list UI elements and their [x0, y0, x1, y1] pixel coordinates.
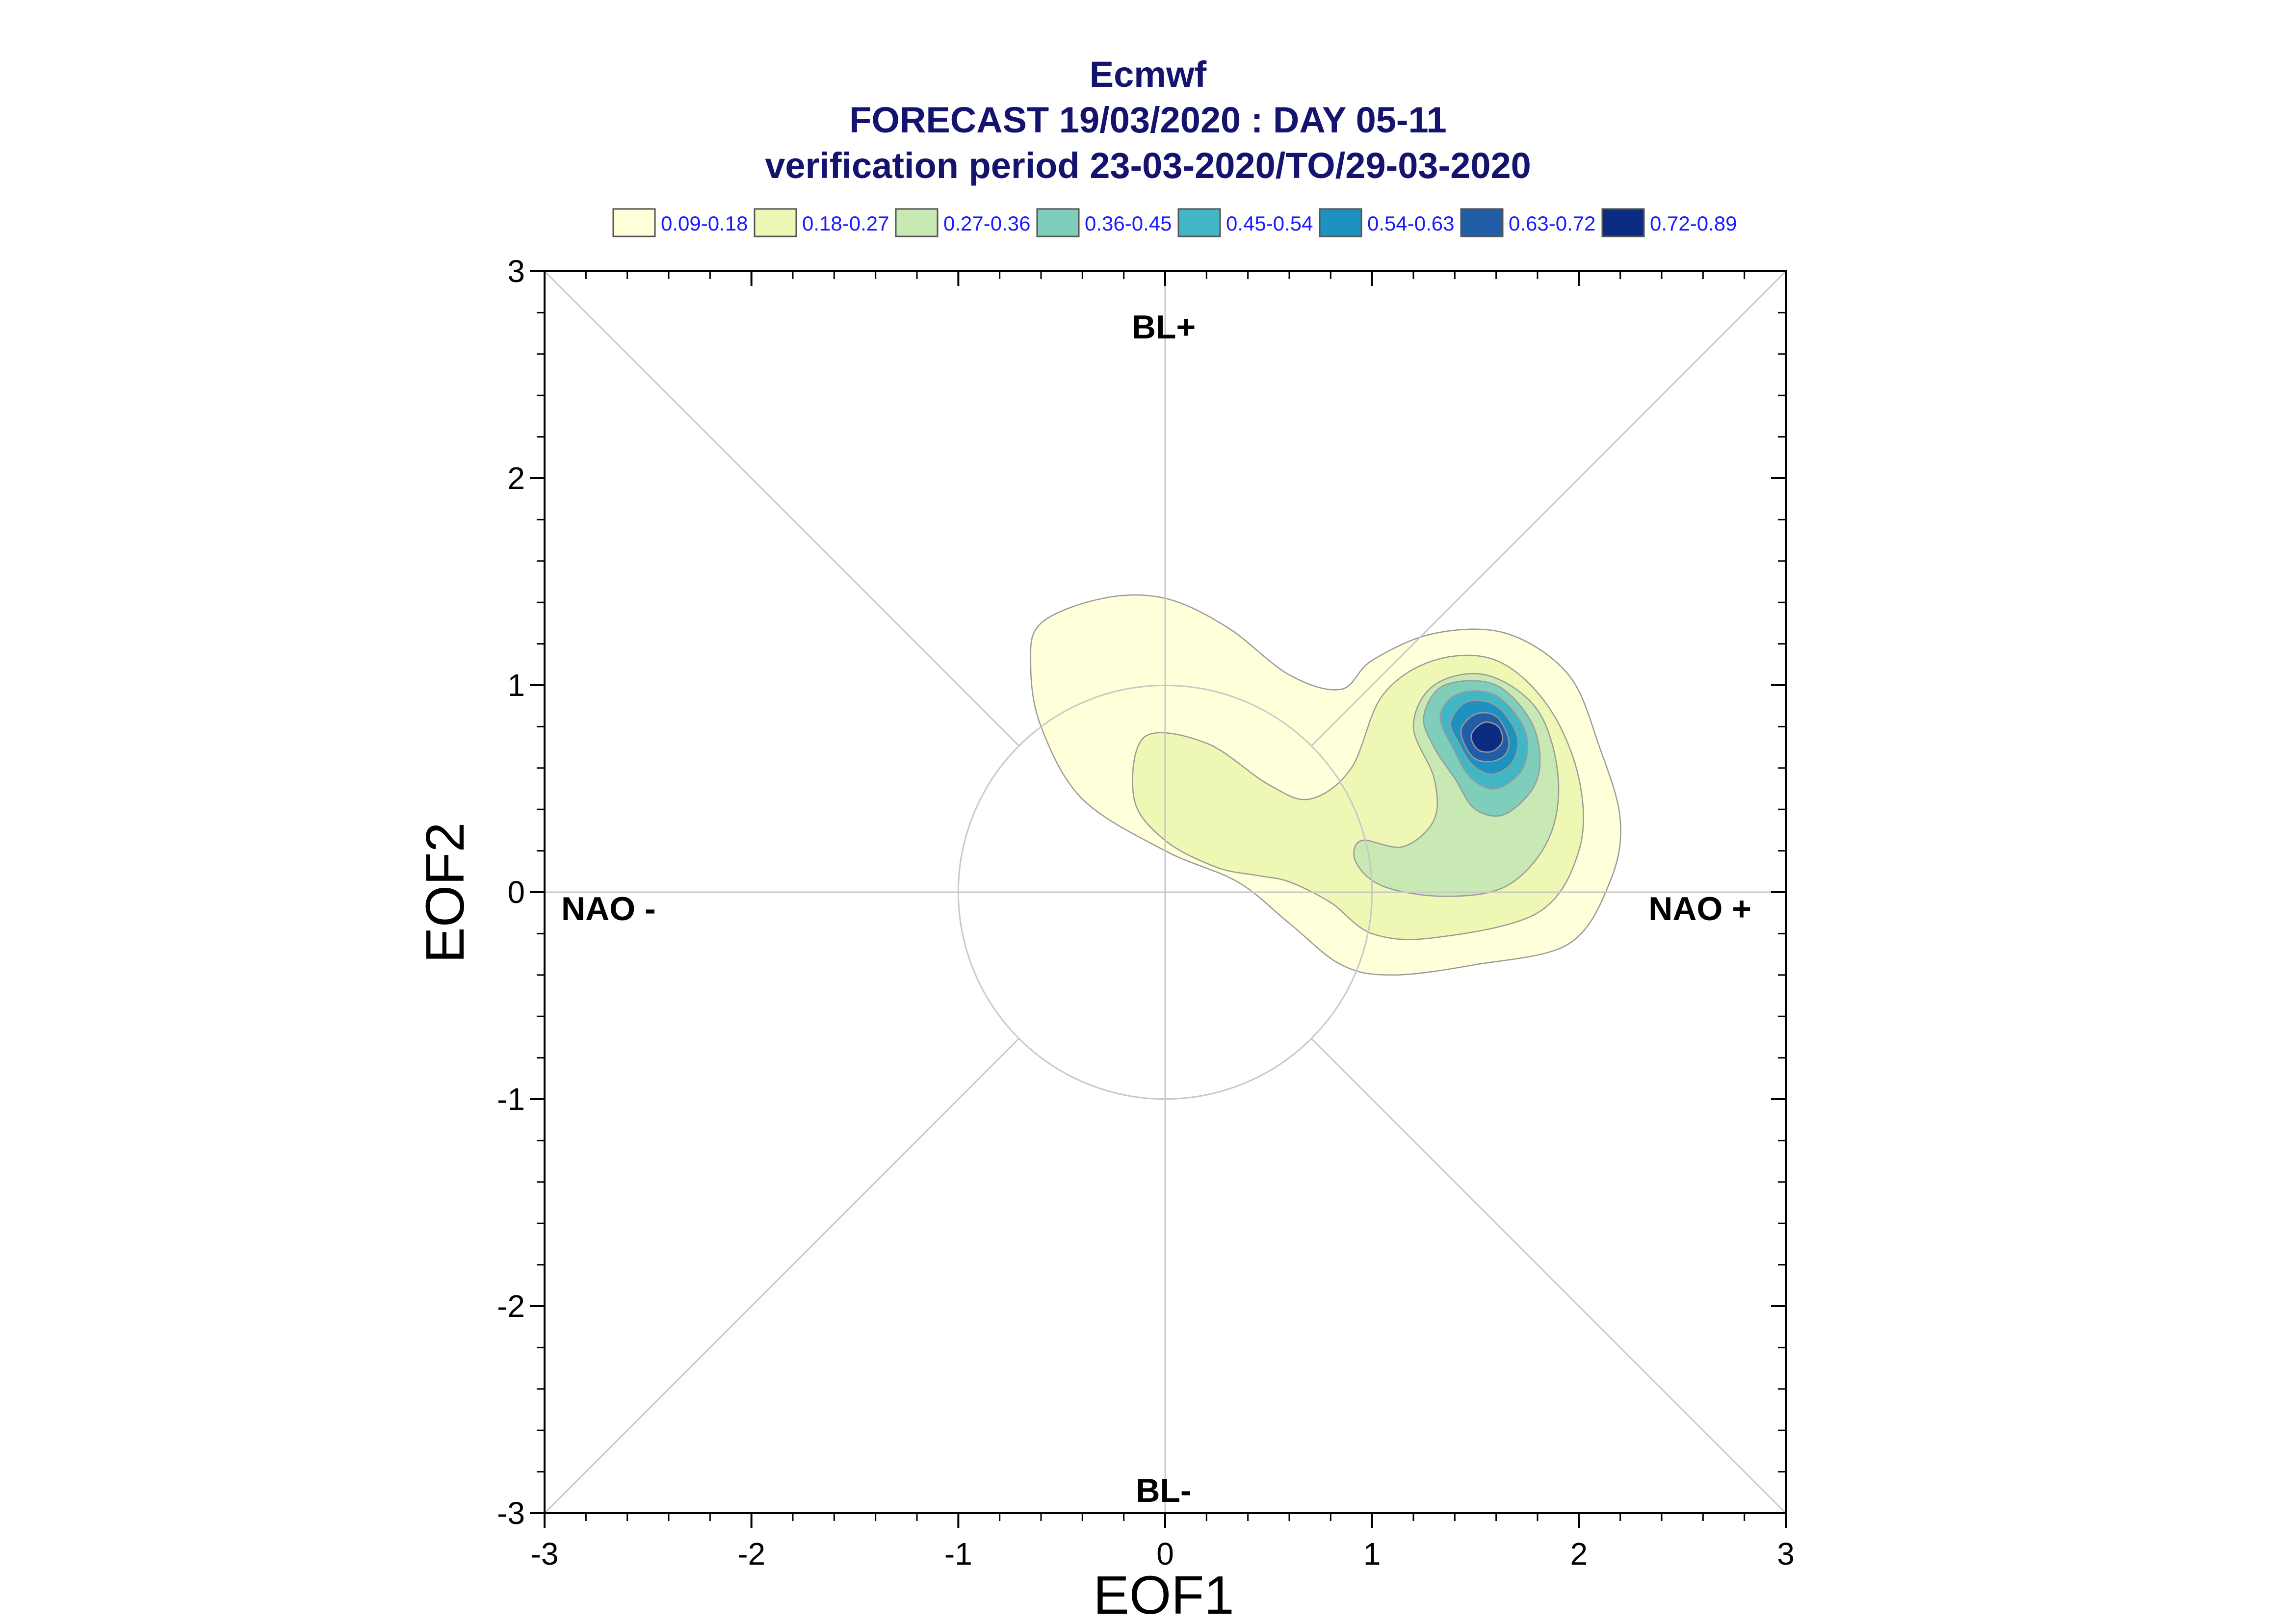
legend-label: 0.09-0.18 — [661, 212, 748, 235]
x-tick-label: -3 — [531, 1536, 559, 1572]
legend-label: 0.18-0.27 — [802, 212, 889, 235]
y-tick-label: -3 — [497, 1495, 525, 1531]
title-line-2: FORECAST 19/03/2020 : DAY 05-11 — [849, 100, 1447, 140]
density-contours — [1030, 594, 1621, 976]
y-tick-label: -2 — [497, 1289, 525, 1324]
legend-label: 0.27-0.36 — [943, 212, 1030, 235]
axis-ticks: -3-3 -2 -2 -1 -1 0 0 1 1 2 2 3 3 — [497, 254, 1795, 1572]
legend-swatch — [895, 208, 939, 237]
x-tick-label: 1 — [1363, 1536, 1381, 1572]
legend-swatch — [612, 208, 656, 237]
diagonal-guide-2 — [544, 1038, 1019, 1514]
y-tick-label: -1 — [497, 1082, 525, 1117]
regime-label-nao-plus: NAO + — [1648, 890, 1751, 928]
y-tick-label: 0 — [507, 875, 525, 910]
legend-swatch — [1319, 208, 1362, 237]
legend-swatch — [1177, 208, 1221, 237]
x-axis-label: EOF1 — [1093, 1565, 1234, 1624]
diagonal-guide-1 — [1311, 270, 1787, 747]
y-tick-label: 1 — [507, 668, 525, 703]
legend-label: 0.45-0.54 — [1226, 212, 1313, 235]
regime-label-nao-minus: NAO - — [561, 890, 656, 928]
guide-lines — [544, 270, 1787, 1514]
legend-label: 0.36-0.45 — [1085, 212, 1172, 235]
x-tick-label: -2 — [737, 1536, 765, 1572]
x-tick-label: -1 — [944, 1536, 972, 1572]
title-line-3: verification period 23-03-2020/TO/29-03-… — [765, 145, 1531, 186]
regime-label-bl-minus: BL- — [1136, 1472, 1191, 1509]
reference-circle — [957, 684, 1373, 1100]
regime-label-bl-plus: BL+ — [1132, 309, 1196, 346]
x-tick-label: 2 — [1570, 1536, 1588, 1572]
y-axis-label: EOF2 — [415, 822, 475, 963]
diagonal-guide-0 — [544, 270, 1019, 747]
x-tick-label: 3 — [1777, 1536, 1795, 1572]
legend-swatch — [754, 208, 797, 237]
legend-swatch — [1460, 208, 1504, 237]
legend-label: 0.63-0.72 — [1509, 212, 1595, 235]
legend-label: 0.72-0.89 — [1650, 212, 1737, 235]
x-tick-label: 0 — [1156, 1536, 1174, 1572]
legend-swatch — [1601, 208, 1645, 237]
contour-level-7 — [1470, 721, 1504, 753]
y-tick-label: 3 — [507, 254, 525, 289]
diagonal-guide-3 — [1311, 1038, 1787, 1514]
legend-label: 0.54-0.63 — [1367, 212, 1454, 235]
legend: 0.09-0.18 0.18-0.27 0.27-0.36 0.36-0.45 0.45… — [612, 208, 1737, 237]
legend-swatch — [1036, 208, 1080, 237]
y-tick-label: 2 — [507, 461, 525, 496]
title-line-1: Ecmwf — [1090, 54, 1207, 95]
